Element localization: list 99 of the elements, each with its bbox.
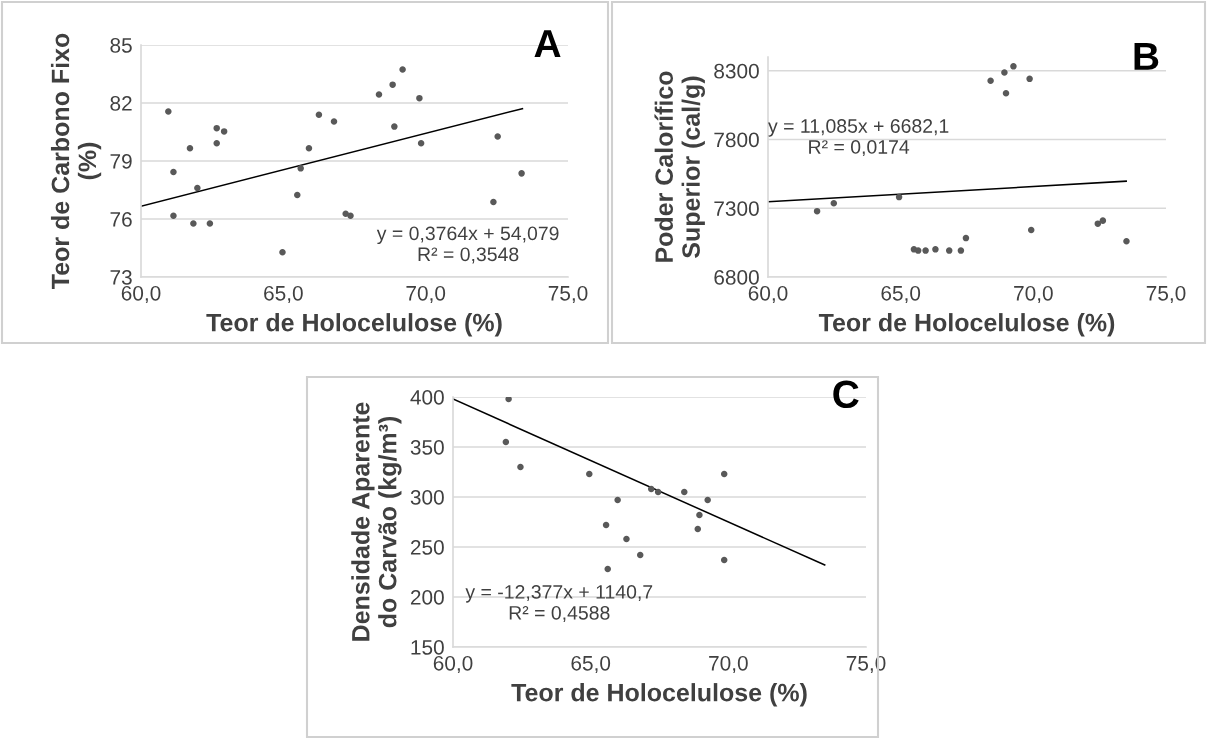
- point: [654, 488, 662, 496]
- point: [813, 207, 821, 215]
- annotation: y = 0,3764x + 54,079 R² = 0,3548: [376, 226, 559, 264]
- chart-title: B: [1134, 43, 1159, 70]
- point: [945, 247, 953, 254]
- point: [213, 139, 220, 147]
- x-tick-label: 60,0: [748, 285, 788, 304]
- point: [190, 220, 197, 227]
- point: [416, 94, 423, 102]
- y-tick-label: 150: [411, 640, 444, 655]
- y-tick-label: 6800: [714, 270, 759, 285]
- point: [623, 535, 630, 543]
- point: [490, 198, 497, 206]
- x-axis-title: Teor de Holocelulose (%): [818, 313, 1115, 337]
- point: [518, 170, 525, 177]
- x-axis-title: Teor de Holocelulose (%): [206, 313, 502, 337]
- y-axis-title: Teor de Carbono Fixo (%): [50, 33, 102, 289]
- point: [681, 488, 688, 496]
- y-tick-label: 350: [410, 440, 444, 455]
- point: [399, 66, 406, 73]
- y-tick-label: 76: [110, 212, 132, 227]
- point: [694, 525, 702, 533]
- point: [220, 128, 228, 135]
- point: [330, 118, 338, 125]
- point: [932, 246, 939, 253]
- point: [962, 234, 970, 242]
- point: [194, 184, 201, 192]
- y-tick-label: 250: [410, 540, 444, 555]
- y-tick-label: 79: [110, 154, 132, 169]
- point: [914, 247, 922, 254]
- annotation: y = 11,085x + 6682,1 R² = 0,0174: [768, 119, 949, 157]
- point: [186, 144, 194, 152]
- point: [704, 496, 711, 504]
- y-tick-label: 200: [410, 590, 444, 605]
- point: [1094, 220, 1102, 227]
- x-tick-label: 60,0: [433, 655, 473, 674]
- x-axis-title: Teor de Holocelulose (%): [511, 683, 807, 707]
- x-tick-label: 75,0: [1146, 285, 1186, 304]
- x-tick-label: 65,0: [264, 285, 303, 304]
- point: [1026, 75, 1033, 83]
- point: [297, 165, 304, 172]
- point: [1002, 90, 1010, 97]
- point: [375, 91, 383, 98]
- x-tick-label: 65,0: [881, 285, 921, 304]
- point: [720, 470, 728, 478]
- y-tick-label: 7300: [714, 201, 759, 216]
- point: [1123, 237, 1130, 245]
- x-tick-label: 70,0: [709, 655, 748, 674]
- x-tick-label: 75,0: [548, 285, 588, 304]
- point: [517, 463, 524, 471]
- point: [389, 81, 396, 88]
- y-tick-label: 8300: [714, 63, 759, 79]
- point: [279, 249, 286, 256]
- point: [1099, 217, 1107, 224]
- point: [957, 247, 965, 254]
- point: [586, 470, 593, 478]
- point: [391, 123, 398, 130]
- point: [417, 139, 425, 147]
- point: [636, 551, 644, 559]
- x-tick-label: 60,0: [121, 285, 161, 304]
- point: [922, 247, 929, 254]
- x-tick-label: 65,0: [571, 655, 611, 674]
- y-tick-label: 300: [410, 490, 444, 505]
- x-tick-label: 70,0: [1014, 285, 1053, 304]
- y-tick-label: 73: [110, 270, 132, 285]
- chart-title: A: [534, 30, 561, 57]
- point: [206, 220, 214, 227]
- y-axis-title: Poder Calorífico Superior (cal/g): [654, 71, 705, 262]
- point: [696, 511, 703, 519]
- y-tick-label: 400: [410, 390, 444, 405]
- point: [1027, 226, 1035, 234]
- point: [895, 193, 903, 201]
- point: [502, 438, 510, 446]
- point: [347, 212, 354, 219]
- point: [614, 496, 621, 504]
- point: [505, 397, 512, 403]
- point: [170, 212, 177, 219]
- point: [720, 556, 728, 564]
- point: [604, 565, 611, 573]
- point: [1010, 63, 1017, 70]
- point: [987, 77, 994, 85]
- point: [830, 200, 838, 207]
- point: [305, 144, 313, 152]
- point: [1001, 69, 1008, 76]
- point: [294, 191, 301, 199]
- point: [170, 168, 177, 176]
- point: [494, 133, 501, 140]
- y-axis-title: Densidade Aparente do Carvão (kg/m³): [351, 402, 402, 641]
- x-tick-label: 70,0: [406, 285, 446, 304]
- y-tick-label: 7800: [714, 132, 759, 148]
- point: [315, 111, 323, 119]
- annotation: y = -12,377x + 1140,7 R² = 0,4588: [465, 585, 653, 623]
- y-tick-label: 82: [110, 96, 132, 111]
- point: [647, 485, 655, 493]
- point: [165, 108, 172, 115]
- chart-title: C: [833, 380, 859, 409]
- point: [213, 124, 220, 132]
- point: [602, 521, 610, 529]
- y-tick-label: 85: [110, 38, 132, 53]
